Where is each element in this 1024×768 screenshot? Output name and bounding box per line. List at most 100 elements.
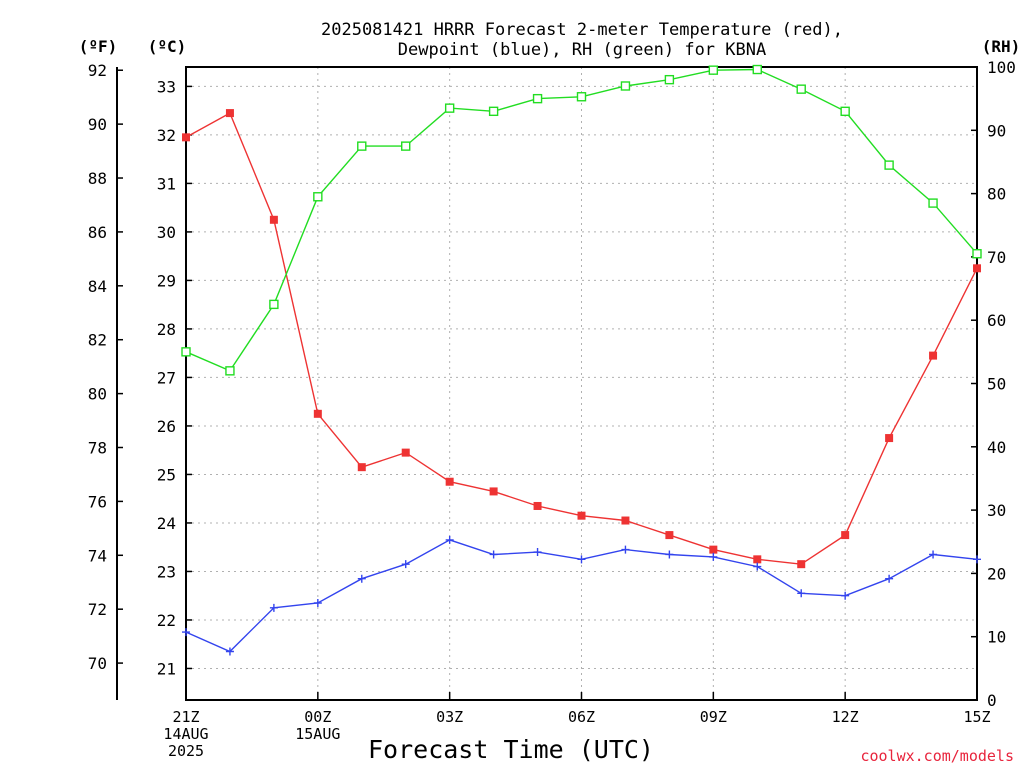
fahrenheit-tick-label: 92 bbox=[88, 61, 107, 80]
rh-point bbox=[313, 192, 323, 202]
dewpoint-point bbox=[709, 552, 718, 561]
temperature-point bbox=[357, 463, 366, 472]
rh-tick-label: 70 bbox=[987, 248, 1006, 267]
rh-unit-label: (RH) bbox=[982, 37, 1021, 56]
rh-point bbox=[708, 65, 719, 75]
rh-point bbox=[401, 141, 411, 151]
x-axis-title: Forecast Time (UTC) bbox=[368, 735, 654, 764]
celsius-tick-label: 32 bbox=[157, 126, 176, 145]
fahrenheit-unit-label: (ºF) bbox=[79, 37, 118, 56]
rh-point bbox=[972, 249, 982, 259]
rh-tick-label: 30 bbox=[987, 501, 1006, 520]
x-tick-label: 03Z bbox=[436, 708, 463, 726]
celsius-unit-label: (ºC) bbox=[148, 37, 187, 56]
rh-point bbox=[269, 299, 279, 310]
credit-text: coolwx.com/models bbox=[860, 747, 1014, 765]
dewpoint-point bbox=[489, 550, 498, 559]
fahrenheit-tick-label: 88 bbox=[88, 169, 107, 188]
fahrenheit-tick-label: 82 bbox=[88, 331, 107, 350]
dewpoint-point bbox=[665, 550, 674, 559]
rh-point bbox=[444, 103, 455, 113]
rh-point bbox=[576, 92, 587, 102]
rh-point bbox=[884, 160, 894, 170]
dewpoint-point bbox=[357, 574, 366, 583]
celsius-tick-label: 26 bbox=[157, 417, 176, 436]
temperature-point bbox=[401, 448, 410, 457]
dewpoint-point bbox=[313, 598, 322, 607]
dewpoint-point bbox=[797, 589, 806, 598]
rh-point bbox=[225, 366, 235, 376]
temperature-point bbox=[841, 531, 850, 540]
x-tick-label: 00Z bbox=[304, 708, 331, 726]
temperature-point bbox=[665, 531, 674, 540]
temperature-point bbox=[885, 434, 894, 443]
rh-tick-label: 100 bbox=[987, 58, 1016, 77]
rh-point bbox=[928, 198, 938, 208]
celsius-tick-label: 24 bbox=[157, 514, 176, 533]
x-tick-label: 21Z bbox=[172, 708, 199, 726]
dewpoint-point bbox=[621, 545, 630, 554]
dewpoint-point bbox=[533, 548, 542, 557]
dewpoint-point bbox=[269, 603, 278, 612]
dewpoint-point bbox=[401, 560, 410, 569]
fahrenheit-tick-label: 84 bbox=[88, 277, 107, 296]
dewpoint-point bbox=[753, 562, 762, 571]
dewpoint-point bbox=[182, 628, 190, 637]
fahrenheit-tick-label: 76 bbox=[88, 492, 107, 511]
temperature-point bbox=[973, 264, 981, 273]
celsius-tick-label: 33 bbox=[157, 77, 176, 96]
celsius-tick-label: 21 bbox=[157, 659, 176, 678]
x-tick-label: 06Z bbox=[568, 708, 595, 726]
fahrenheit-tick-label: 74 bbox=[88, 546, 107, 565]
x-tick-label: 15AUG bbox=[295, 725, 340, 743]
rh-point bbox=[181, 347, 191, 357]
temperature-point bbox=[269, 215, 278, 224]
dewpoint-point bbox=[885, 574, 894, 583]
rh-tick-label: 40 bbox=[987, 438, 1006, 457]
celsius-tick-label: 27 bbox=[157, 368, 176, 387]
x-tick-label: 12Z bbox=[832, 708, 859, 726]
fahrenheit-tick-label: 86 bbox=[88, 223, 107, 242]
rh-tick-label: 90 bbox=[987, 121, 1006, 140]
rh-point bbox=[664, 74, 675, 85]
chart-title-line-1: 2025081421 HRRR Forecast 2-meter Tempera… bbox=[321, 20, 843, 40]
fahrenheit-tick-label: 90 bbox=[88, 115, 107, 134]
rh-point bbox=[620, 81, 631, 91]
rh-tick-label: 0 bbox=[987, 691, 997, 710]
rh-point bbox=[796, 84, 806, 94]
rh-tick-label: 20 bbox=[987, 564, 1006, 583]
temperature-point bbox=[182, 133, 190, 142]
dewpoint-point bbox=[445, 535, 454, 544]
fahrenheit-tick-label: 80 bbox=[88, 385, 107, 404]
series-layer bbox=[181, 64, 982, 656]
dewpoint-point bbox=[973, 555, 981, 564]
rh-point bbox=[840, 106, 850, 117]
temperature-point bbox=[489, 487, 498, 496]
fahrenheit-tick-label: 78 bbox=[88, 439, 107, 458]
x-tick-label: 14AUG bbox=[163, 725, 208, 743]
temperature-point bbox=[929, 351, 938, 360]
celsius-tick-label: 28 bbox=[157, 320, 176, 339]
series-dewpoint bbox=[182, 535, 981, 656]
series-temperature bbox=[182, 109, 981, 569]
x-tick-label: 09Z bbox=[700, 708, 727, 726]
temperature-point bbox=[533, 501, 542, 510]
dewpoint-point bbox=[841, 591, 850, 600]
celsius-tick-label: 30 bbox=[157, 223, 176, 242]
rh-point bbox=[488, 106, 499, 117]
series-rh bbox=[181, 64, 982, 376]
fahrenheit-tick-label: 70 bbox=[88, 654, 107, 673]
rh-tick-label: 80 bbox=[987, 185, 1006, 204]
temperature-point bbox=[753, 555, 762, 564]
temperature-point bbox=[709, 545, 718, 554]
temperature-point bbox=[225, 109, 234, 118]
x-tick-label: 2025 bbox=[168, 742, 204, 760]
rh-tick-label: 60 bbox=[987, 311, 1006, 330]
temperature-point bbox=[313, 409, 322, 418]
fahrenheit-tick-label: 72 bbox=[88, 600, 107, 619]
temperature-point bbox=[577, 511, 586, 520]
celsius-tick-label: 31 bbox=[157, 174, 176, 193]
rh-tick-label: 10 bbox=[987, 628, 1006, 647]
